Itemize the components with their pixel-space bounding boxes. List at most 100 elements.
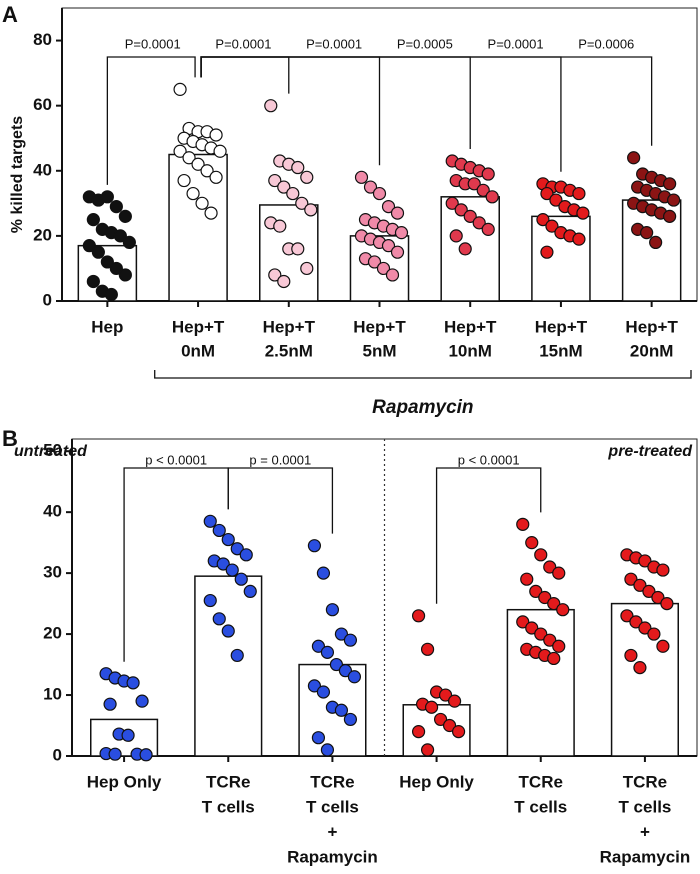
x-tick-label: + [640,822,650,841]
data-point [472,216,486,230]
data-point [420,642,435,656]
data-point [520,572,534,586]
data-point [209,128,223,142]
data-point [390,206,405,220]
data-point [347,670,362,684]
panel-label: A [2,2,18,27]
data-point [572,186,586,201]
data-point [100,190,114,204]
x-tick-label: Hep+T [535,317,588,336]
data-point [195,196,209,210]
plot-frame [71,438,698,757]
data-point [442,718,457,733]
data-point [647,627,661,641]
data-point [543,633,557,647]
section-label: pre-treated [607,443,693,460]
y-tick-label: 40 [43,502,62,521]
data-point [286,186,300,201]
data-point [182,151,196,165]
data-point [458,242,472,256]
x-tick-label: Hep+T [353,317,406,336]
y-tick-label: 20 [43,624,62,643]
data-point [363,180,378,194]
data-point [239,548,253,562]
data-point [376,261,391,276]
data-point [540,186,554,201]
p-value: P=0.0006 [578,36,634,51]
data-point [277,274,291,289]
significance-bracket [227,467,334,534]
data-point [82,239,96,253]
data-point [334,627,349,641]
data-point [424,700,439,714]
data-point [316,685,331,699]
y-tick-label: 0 [43,290,52,309]
group-bracket [154,370,692,379]
data-point [543,560,557,574]
data-point [221,532,235,547]
data-point [549,193,563,207]
x-tick-label: 20nM [630,341,673,360]
x-tick-label: Hep+T [444,317,497,336]
data-point [572,232,586,246]
data-point [390,245,405,259]
significance-bracket [200,56,290,94]
data-point [481,167,495,181]
y-tick-label: 50 [43,441,62,460]
x-tick-label: 2.5nM [265,341,313,360]
x-tick-label: TCRe [310,772,354,791]
x-tick-label: T cells [618,797,671,816]
data-point [221,624,235,638]
y-tick-label: 20 [33,225,52,244]
x-tick-label: TCRe [623,772,667,791]
x-tick-label: Hep [91,317,123,336]
y-tick-label: 60 [33,95,52,114]
data-point [212,523,226,538]
x-tick-label: T cells [306,797,359,816]
data-point [552,566,566,580]
data-point [367,255,382,269]
data-point [649,235,663,249]
data-point [556,603,570,617]
data-point [135,694,149,708]
data-point [529,584,543,599]
y-axis-label: % killed targets [9,116,26,233]
data-point [311,639,326,653]
data-point [552,639,566,653]
data-point [277,180,291,194]
data-point [538,590,552,605]
significance-bracket [200,56,381,166]
data-point [438,688,453,702]
data-point [411,609,426,623]
data-point [447,694,462,708]
significance-bracket [106,56,196,185]
section-label: untreated [14,443,88,460]
data-point [627,151,641,165]
data-point [545,219,559,233]
x-tick-label: T cells [514,797,567,816]
data-point [177,173,191,188]
significance-bracket [435,467,542,604]
data-point [203,514,217,528]
data-point [651,590,665,605]
data-point [307,539,322,553]
data-point [225,563,239,577]
data-point [243,584,257,599]
y-tick-label: 30 [43,563,62,582]
data-point [638,621,652,635]
x-tick-label: TCRe [206,772,250,791]
data-point [540,245,554,259]
data-point [209,170,223,184]
data-point [100,255,114,269]
p-value: P=0.0005 [397,36,453,51]
data-point [463,209,477,223]
x-tick-label: Rapamycin [287,847,378,866]
p-value: p < 0.0001 [145,452,207,467]
data-point [547,651,561,666]
p-value: P=0.0001 [306,36,362,51]
x-tick-label: TCRe [519,772,563,791]
data-point [86,213,100,227]
data-point [642,584,656,599]
x-tick-label: 0nM [181,341,215,360]
x-tick-label: Hep+T [263,317,316,336]
